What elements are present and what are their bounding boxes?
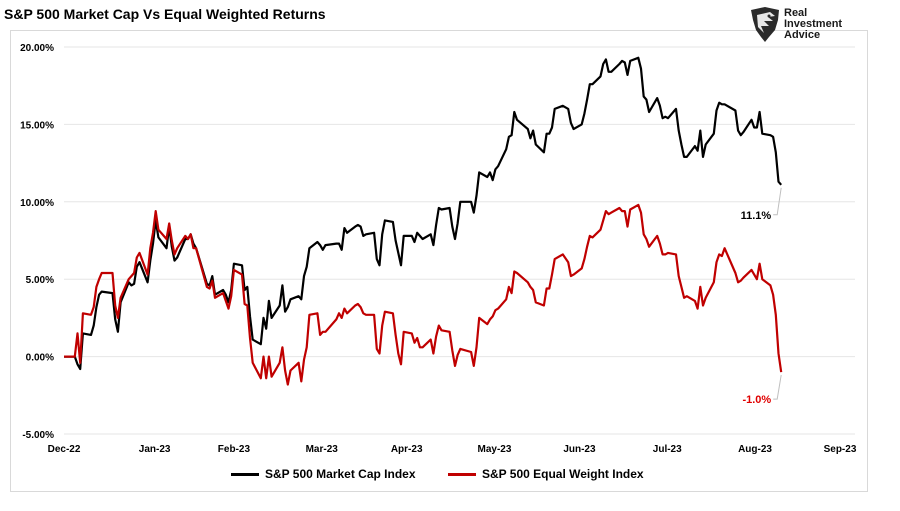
x-tick-label: Jan-23 xyxy=(139,444,171,455)
logo-line-1: Real xyxy=(784,7,808,19)
logo-text: Real Investment Advice xyxy=(784,8,842,41)
eagle-logo-icon xyxy=(751,7,779,42)
end-label-leader xyxy=(773,374,782,400)
x-tick-label: Mar-23 xyxy=(306,444,339,455)
y-tick-label: 10.00% xyxy=(20,198,54,209)
x-tick-label: Feb-23 xyxy=(218,444,251,455)
series-line-market-cap xyxy=(64,56,783,371)
end-label-leader xyxy=(773,187,782,216)
y-tick-label: 20.00% xyxy=(20,43,54,54)
x-tick-label: Sep-23 xyxy=(824,444,857,455)
legend-swatch-market-cap xyxy=(231,472,259,476)
x-tick-label: Dec-22 xyxy=(48,444,81,455)
x-tick-label: Jul-23 xyxy=(653,444,682,455)
legend-label-equal-weight: S&P 500 Equal Weight Index xyxy=(482,467,644,481)
legend-swatch-equal-weight xyxy=(448,472,476,476)
series-line-equal-weight xyxy=(64,203,783,386)
end-label-market-cap: 11.1% xyxy=(741,210,772,222)
x-tick-label: May-23 xyxy=(478,444,512,455)
logo-line-3: Advice xyxy=(784,29,821,41)
x-tick-label: Jun-23 xyxy=(563,444,596,455)
end-label-equal-weight: -1.0% xyxy=(742,394,771,406)
legend-label-market-cap: S&P 500 Market Cap Index xyxy=(265,467,416,481)
legend-item-market-cap: S&P 500 Market Cap Index xyxy=(231,467,416,481)
legend-item-equal-weight: S&P 500 Equal Weight Index xyxy=(448,467,644,481)
y-tick-label: -5.00% xyxy=(22,430,54,441)
y-tick-label: 5.00% xyxy=(26,275,54,286)
x-tick-label: Aug-23 xyxy=(738,444,772,455)
chart-frame xyxy=(10,30,868,492)
y-tick-label: 15.00% xyxy=(20,120,54,131)
legend: S&P 500 Market Cap Index S&P 500 Equal W… xyxy=(0,467,900,485)
x-tick-label: Apr-23 xyxy=(391,444,423,455)
chart-title: S&P 500 Market Cap Vs Equal Weighted Ret… xyxy=(4,6,326,22)
logo-line-2: Investment xyxy=(784,18,843,30)
y-tick-label: 0.00% xyxy=(26,353,54,364)
brand-logo: Real Investment Advice xyxy=(748,6,858,44)
